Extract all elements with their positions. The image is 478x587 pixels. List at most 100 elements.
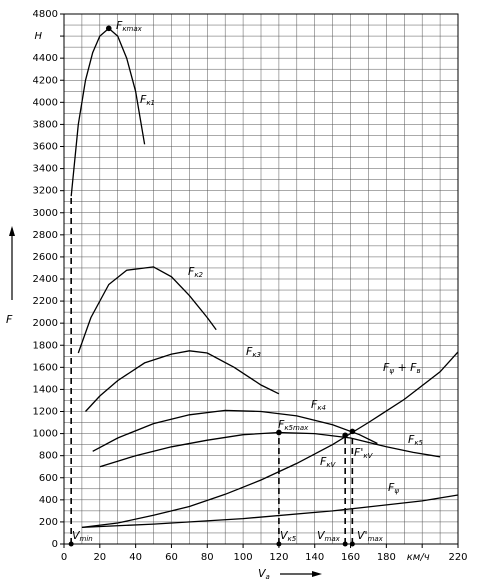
x-tick-label: 80	[201, 552, 214, 563]
y-tick-label: 4400	[33, 53, 58, 64]
y-tick-label: 2200	[33, 296, 58, 307]
x-tick-label: 0	[61, 552, 67, 563]
x-tick-label: 140	[305, 552, 324, 563]
x-tick-label: 60	[165, 552, 178, 563]
label-subscript: max	[368, 535, 384, 543]
label-main: F	[116, 19, 123, 32]
y-tick-label: 400	[39, 495, 58, 506]
point-label: Fк5max	[278, 418, 309, 432]
label-subscript: ψ	[389, 367, 394, 375]
label-subscript: кV	[326, 461, 336, 469]
marker-label: Vmin	[72, 529, 93, 543]
curve-label: Fк5	[408, 433, 424, 447]
point-label: FкV	[320, 455, 337, 469]
label-main: F	[188, 265, 195, 278]
label-main: F	[140, 93, 147, 106]
axis-dot	[276, 541, 282, 547]
label-subscript: к2	[194, 271, 203, 279]
y-axis-label: F	[6, 313, 13, 326]
curve-label: Fψ + Fв	[383, 361, 421, 375]
point-label: F'кV	[354, 446, 374, 460]
y-tick-label: 3000	[33, 208, 58, 219]
y-tick-label: 4000	[33, 97, 58, 108]
label-main: V	[280, 529, 289, 542]
y-arrow-head	[9, 226, 15, 236]
y-tick-label: 1800	[33, 340, 58, 351]
label-subscript: в	[417, 367, 421, 375]
marker-label: V'max	[357, 529, 384, 543]
x-tick-label: км/ч	[407, 552, 430, 563]
y-tick-label: 3400	[33, 164, 58, 175]
label-main: F	[388, 481, 395, 494]
label-main: F	[246, 345, 253, 358]
y-tick-label: 3200	[33, 186, 58, 197]
axis-dot	[68, 541, 74, 547]
curve-label: Fк2	[188, 265, 204, 279]
y-tick-label: 1200	[33, 407, 58, 418]
y-tick-label: 2600	[33, 252, 58, 263]
label-subscript: к5	[288, 535, 297, 543]
y-tick-label: 800	[39, 451, 58, 462]
label-subscript: ψ	[394, 487, 399, 495]
y-tick-label: H	[34, 31, 42, 42]
point	[276, 429, 282, 436]
x-tick-label: 220	[448, 552, 467, 563]
label-main: V	[258, 567, 267, 580]
x-tick-label: 120	[269, 552, 288, 563]
y-tick-label: 1600	[33, 362, 58, 373]
label-subscript: к1	[146, 99, 155, 107]
curve	[85, 350, 280, 412]
point	[342, 432, 348, 439]
point	[349, 428, 356, 435]
label-subscript: к5	[414, 439, 423, 447]
marker-label: Vк5	[280, 529, 297, 543]
label-main: + F	[394, 361, 417, 374]
y-tick-label: 4200	[33, 75, 58, 86]
label-main: V	[317, 529, 326, 542]
label-main: F	[311, 398, 318, 411]
label-main: V'	[357, 529, 368, 542]
y-tick-label: 600	[39, 473, 58, 484]
point-label: Fкmax	[116, 19, 143, 33]
label-subscript: кmax	[122, 25, 142, 33]
label-subscript: кV	[363, 452, 373, 460]
curve-label: Fк1	[140, 93, 155, 107]
x-tick-label: 180	[377, 552, 396, 563]
x-tick-label: 100	[234, 552, 253, 563]
label-main: V	[72, 529, 81, 542]
label-main: F	[278, 418, 285, 431]
y-tick-label: 2400	[33, 274, 58, 285]
curve	[99, 431, 441, 468]
y-tick-label: 3800	[33, 119, 58, 130]
x-tick-label: 20	[93, 552, 106, 563]
x-tick-label: 160	[341, 552, 360, 563]
x-arrow-head	[312, 571, 322, 577]
marker-label: Vmax	[317, 529, 341, 543]
label-main: F'	[354, 446, 363, 459]
x-axis-label: Va	[258, 567, 270, 581]
y-tick-label: 3600	[33, 142, 58, 153]
label-subscript: min	[80, 535, 93, 543]
label-subscript: к4	[317, 404, 326, 412]
curve	[92, 409, 378, 452]
curve-label: Fк3	[246, 345, 261, 359]
curve	[77, 266, 217, 354]
label-subscript: a	[266, 573, 270, 581]
label-main: F	[408, 433, 415, 446]
y-tick-label: 2800	[33, 230, 58, 241]
label-main: F	[383, 361, 390, 374]
x-tick-label: 40	[129, 552, 142, 563]
y-tick-label: 1000	[33, 429, 58, 440]
y-tick-label: 2000	[33, 318, 58, 329]
label-subscript: к5max	[284, 424, 309, 432]
curve	[81, 494, 459, 529]
axis-dot	[342, 541, 348, 547]
label-subscript: max	[325, 535, 341, 543]
y-tick-label: 0	[52, 539, 58, 550]
axis-dot	[349, 541, 355, 547]
curve-label: Fψ	[388, 481, 399, 495]
y-tick-label: 4800	[33, 9, 58, 20]
label-main: F	[320, 455, 327, 468]
y-tick-label: 1400	[33, 384, 58, 395]
